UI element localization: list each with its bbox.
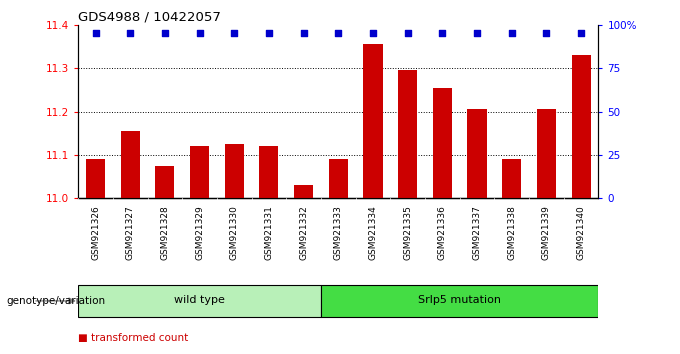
Point (90, 30, 101, 35)
Point (367, 30, 378, 35)
Point (194, 30, 205, 35)
Bar (502, 159, 522, 198)
Bar (363, 44, 383, 198)
Text: GSM921340: GSM921340 (577, 205, 585, 260)
Point (506, 30, 517, 35)
Text: GSM921326: GSM921326 (91, 205, 100, 260)
Text: GSM921335: GSM921335 (403, 205, 412, 260)
Bar (571, 55, 591, 198)
Bar (294, 185, 313, 198)
Point (333, 30, 343, 35)
Point (402, 30, 413, 35)
Point (437, 30, 447, 35)
Bar (190, 146, 209, 198)
Text: GSM921331: GSM921331 (265, 205, 273, 260)
Point (159, 30, 170, 35)
FancyBboxPatch shape (78, 285, 321, 317)
Text: GSM921334: GSM921334 (369, 205, 377, 260)
Point (471, 30, 482, 35)
Text: GSM921329: GSM921329 (195, 205, 204, 260)
Text: Srlp5 mutation: Srlp5 mutation (418, 295, 501, 305)
Point (263, 30, 274, 35)
Point (541, 30, 551, 35)
Text: GSM921327: GSM921327 (126, 205, 135, 260)
Point (575, 30, 586, 35)
Text: genotype/variation: genotype/variation (7, 296, 106, 306)
Bar (155, 166, 175, 198)
Text: ■ transformed count: ■ transformed count (78, 333, 188, 343)
Text: GSM921332: GSM921332 (299, 205, 308, 260)
Bar (432, 88, 452, 198)
Text: GSM921330: GSM921330 (230, 205, 239, 260)
Text: GSM921333: GSM921333 (334, 205, 343, 260)
Bar (467, 109, 487, 198)
Text: GSM921339: GSM921339 (542, 205, 551, 260)
Point (298, 30, 309, 35)
Bar (328, 159, 348, 198)
Bar (120, 131, 140, 198)
Bar (398, 70, 418, 198)
Text: GSM921336: GSM921336 (438, 205, 447, 260)
Point (228, 30, 239, 35)
Text: GSM921338: GSM921338 (507, 205, 516, 260)
Bar (259, 146, 279, 198)
Text: GSM921337: GSM921337 (473, 205, 481, 260)
FancyBboxPatch shape (321, 285, 598, 317)
Point (124, 30, 135, 35)
Text: GDS4988 / 10422057: GDS4988 / 10422057 (78, 11, 221, 24)
Text: GSM921328: GSM921328 (160, 205, 169, 260)
Bar (224, 144, 244, 198)
Bar (537, 109, 556, 198)
Text: wild type: wild type (174, 295, 225, 305)
Bar (86, 159, 105, 198)
